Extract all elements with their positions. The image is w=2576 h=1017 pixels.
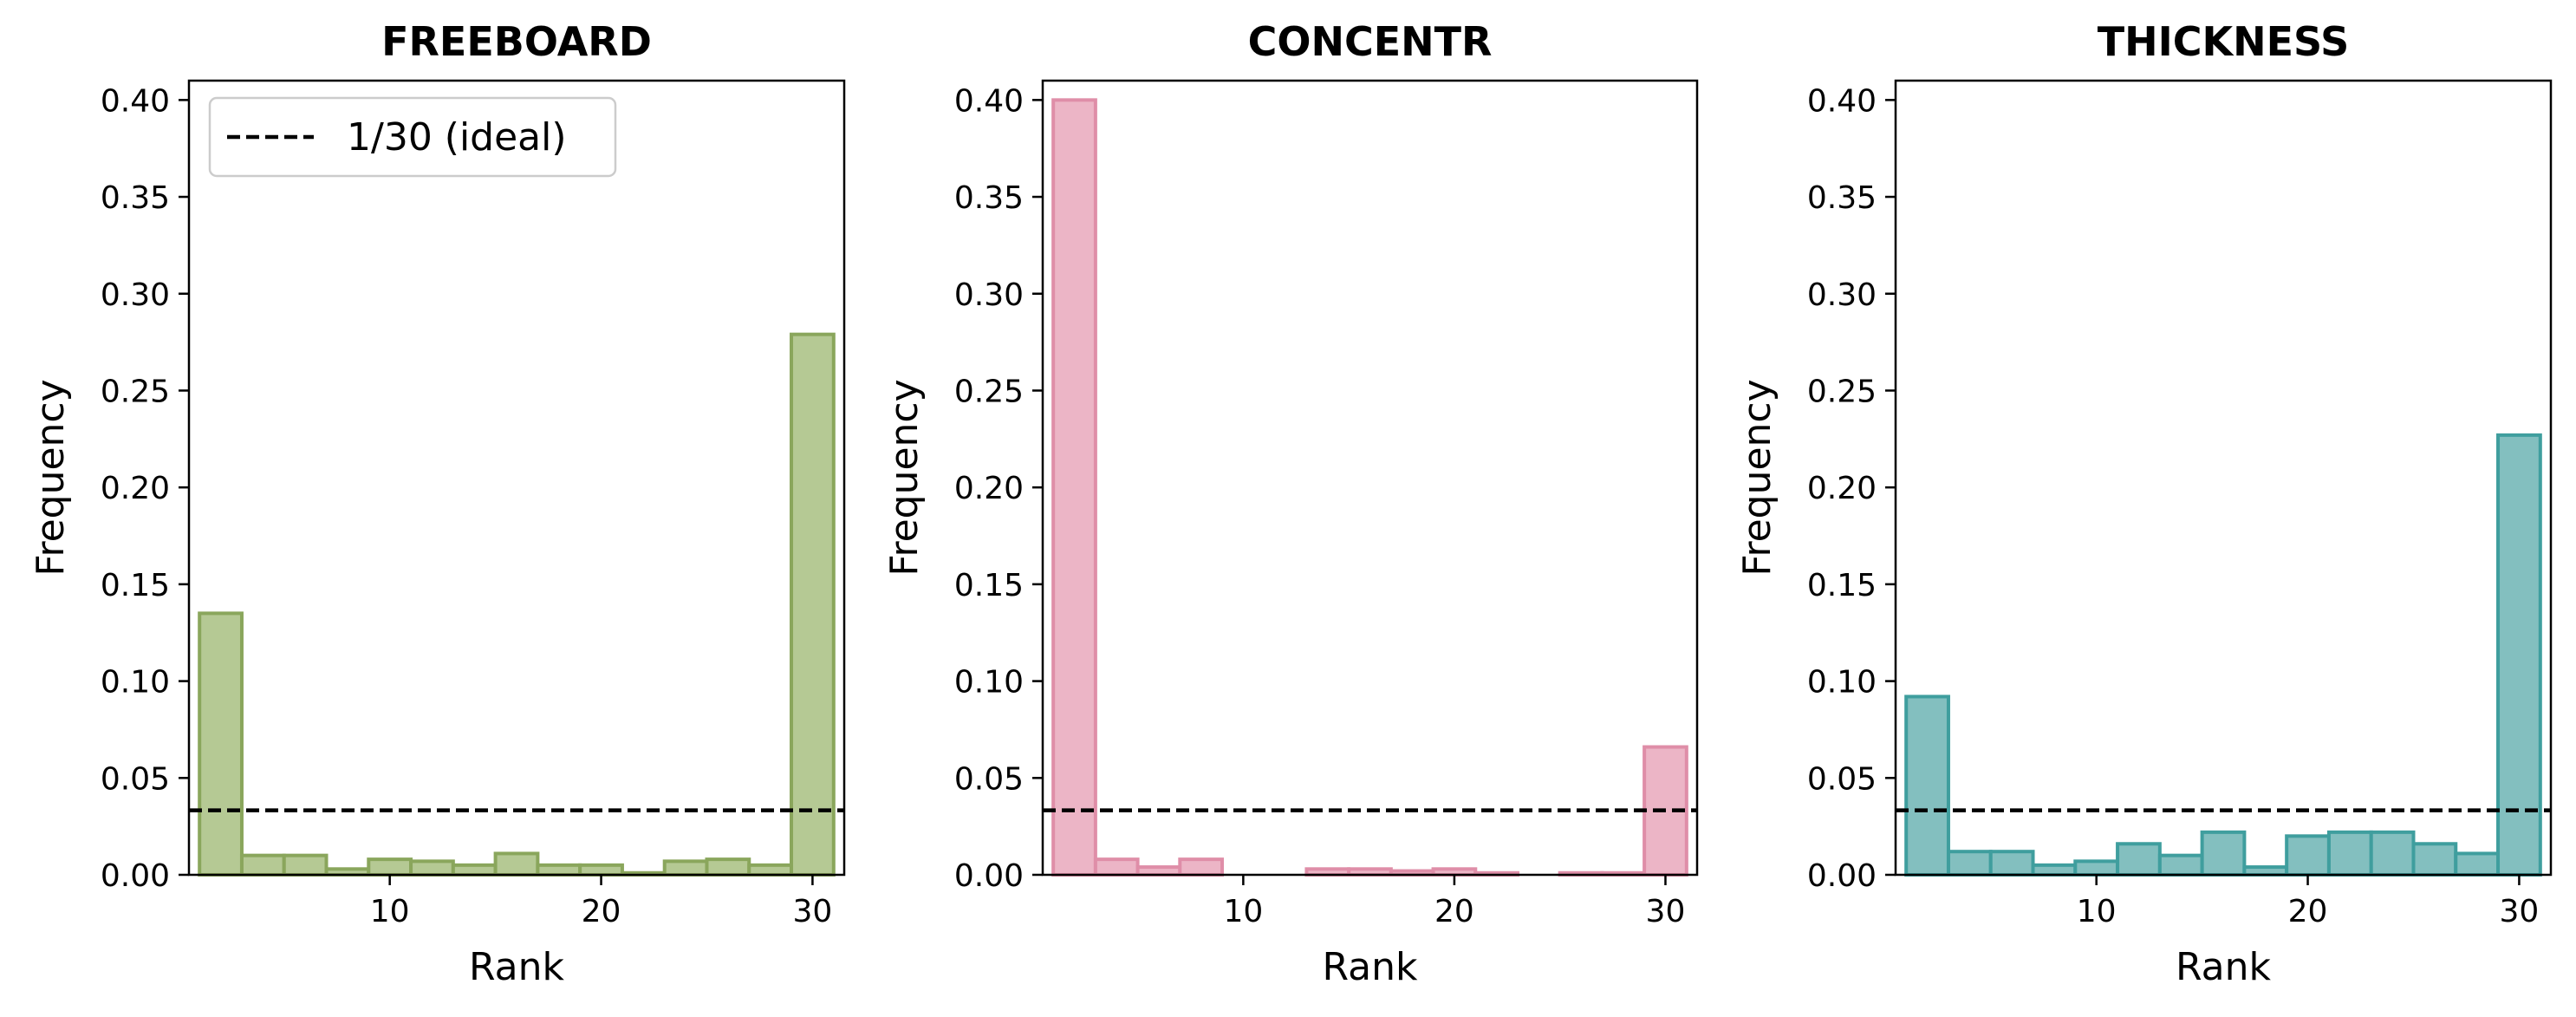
chart-panel-concentr: 0.00 0.05 0.10 0.15 0.20 0.25 0.30 0.35 0.40 10 20…: [882, 18, 1699, 989]
histogram-bar: [198, 611, 244, 877]
histogram-bar: [2285, 834, 2331, 877]
histogram-bar: [409, 859, 455, 877]
histogram-bar: [2326, 830, 2373, 877]
y-tick-label: 0.20: [954, 471, 1024, 506]
histogram-bar: [2454, 851, 2501, 877]
x-tick-label: 20: [1434, 894, 1474, 929]
histogram-bar: [790, 332, 836, 877]
y-tick-label: 0.30: [101, 277, 170, 313]
axes-frame: [1041, 79, 1699, 877]
y-tick-label: 0.10: [954, 665, 1024, 701]
axes-frame: [187, 79, 846, 877]
x-tick-label: 30: [793, 894, 833, 929]
histogram-bar: [1051, 98, 1097, 877]
legend: 1/30 (ideal): [208, 96, 617, 178]
y-tick-label: 0.15: [101, 568, 170, 603]
y-tick-label: 0.05: [101, 761, 170, 797]
y-tick-label: 0.25: [101, 374, 170, 409]
histogram-bar: [2116, 842, 2162, 877]
x-axis-label: Rank: [1323, 945, 1418, 989]
x-tick-label: 30: [2500, 894, 2540, 929]
x-tick-label: 20: [582, 894, 621, 929]
x-tick-label: 10: [2077, 894, 2117, 929]
histogram-bar: [282, 853, 329, 877]
histogram-bar: [1946, 850, 1993, 877]
histogram-bar: [536, 863, 582, 877]
x-tick-label: 10: [370, 894, 410, 929]
histogram-bar: [2200, 830, 2247, 877]
histogram-bar: [578, 863, 624, 877]
chart-title: FREEBOARD: [381, 18, 652, 65]
y-axis-label: Frequency: [29, 379, 73, 576]
chart-panel-thickness: 0.00 0.05 0.10 0.15 0.20 0.25 0.30 0.35 0.40 10 20…: [1735, 18, 2553, 989]
y-tick-label: 0.15: [954, 568, 1024, 603]
histogram-bar: [1988, 850, 2035, 877]
chart-panel-freeboard: 0.00 0.05 0.10 0.15 0.20 0.25 0.30 0.35 0.40 10 20…: [29, 18, 846, 989]
x-axis-label: Rank: [2176, 945, 2271, 989]
histogram-bar: [2073, 859, 2120, 877]
y-tick-label: 0.35: [101, 180, 170, 216]
histogram-bar: [2242, 865, 2289, 877]
histogram-bar: [493, 851, 540, 877]
histogram-bar: [705, 857, 751, 877]
y-axis-label: Frequency: [882, 379, 927, 576]
histogram-bar: [2031, 863, 2078, 877]
axes-frame: [1894, 79, 2553, 877]
histogram-bar: [1135, 865, 1182, 877]
y-tick-label: 0.30: [954, 277, 1024, 313]
legend-label: 1/30 (ideal): [347, 115, 567, 160]
legend-box: [208, 96, 617, 178]
y-tick-label: 0.40: [1807, 83, 1877, 119]
y-tick-label: 0.10: [101, 665, 170, 701]
histogram-bar: [2157, 853, 2204, 877]
y-tick-label: 0.25: [1807, 374, 1877, 409]
y-axis-label: Frequency: [1735, 379, 1779, 576]
y-tick-label: 0.20: [1807, 471, 1877, 506]
y-tick-label: 0.00: [1807, 858, 1877, 894]
y-tick-label: 0.35: [1807, 180, 1877, 216]
x-tick-label: 30: [1646, 894, 1686, 929]
y-tick-label: 0.00: [101, 858, 170, 894]
histogram-bar: [747, 863, 794, 877]
y-tick-label: 0.40: [954, 83, 1024, 119]
histogram-bar: [2369, 830, 2416, 877]
x-axis-label: Rank: [469, 945, 564, 989]
chart-title: CONCENTR: [1248, 18, 1493, 65]
y-tick-label: 0.10: [1807, 665, 1877, 701]
y-tick-label: 0.20: [101, 471, 170, 506]
x-tick-label: 10: [1223, 894, 1263, 929]
y-tick-label: 0.15: [1807, 568, 1877, 603]
histogram-bar: [239, 853, 286, 877]
y-tick-label: 0.25: [954, 374, 1024, 409]
histogram-bar: [1093, 857, 1140, 877]
chart-title: THICKNESS: [2098, 18, 2350, 65]
y-tick-label: 0.30: [1807, 277, 1877, 313]
histogram-bar: [2411, 842, 2458, 877]
histogram-bar: [367, 857, 413, 877]
y-tick-label: 0.35: [954, 180, 1024, 216]
y-tick-label: 0.40: [101, 83, 170, 119]
histogram-bar: [662, 859, 709, 877]
histogram-bar: [451, 863, 498, 877]
y-tick-label: 0.05: [1807, 761, 1877, 797]
histogram-bar: [1904, 694, 1950, 877]
y-tick-label: 0.05: [954, 761, 1024, 797]
y-tick-label: 0.00: [954, 858, 1024, 894]
x-tick-label: 20: [2288, 894, 2328, 929]
histogram-bar: [1178, 857, 1225, 877]
